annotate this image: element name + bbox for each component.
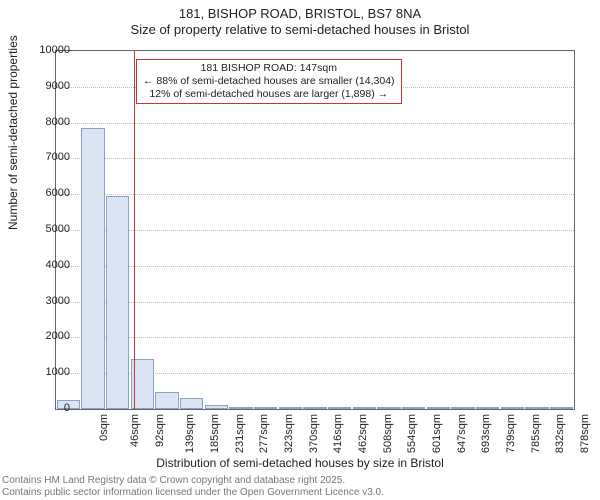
title-line-1: 181, BISHOP ROAD, BRISTOL, BS7 8NA [0, 6, 600, 22]
x-tick-label: 185sqm [209, 414, 221, 453]
x-tick-label: 739sqm [505, 414, 517, 453]
histogram-bar [550, 407, 573, 409]
histogram-bar [81, 128, 104, 409]
x-tick-label: 508sqm [382, 414, 394, 453]
y-tick-label: 9000 [30, 80, 70, 92]
y-tick-label: 3000 [30, 295, 70, 307]
annotation-line-1: 181 BISHOP ROAD: 147sqm [143, 62, 395, 75]
x-tick-label: 601sqm [431, 414, 443, 453]
x-tick-label: 878sqm [579, 414, 591, 453]
x-tick-label: 0sqm [98, 414, 110, 441]
x-tick-label: 277sqm [258, 414, 270, 453]
histogram-bar [328, 407, 351, 409]
histogram-bar [205, 405, 228, 409]
x-tick-label: 647sqm [456, 414, 468, 453]
footer-line-1: Contains HM Land Registry data © Crown c… [2, 475, 384, 487]
footer-attribution: Contains HM Land Registry data © Crown c… [2, 475, 384, 499]
y-tick-label: 2000 [30, 330, 70, 342]
y-tick-label: 6000 [30, 187, 70, 199]
x-tick-label: 785sqm [530, 414, 542, 453]
annotation-box: 181 BISHOP ROAD: 147sqm ← 88% of semi-de… [136, 59, 402, 104]
reference-line [134, 51, 135, 409]
title-line-2: Size of property relative to semi-detach… [0, 22, 600, 38]
y-tick-label: 7000 [30, 151, 70, 163]
y-tick-label: 8000 [30, 116, 70, 128]
histogram-bar [476, 407, 499, 409]
histogram-bar [229, 407, 252, 410]
annotation-line-3: 12% of semi-detached houses are larger (… [143, 88, 395, 101]
x-tick-label: 323sqm [283, 414, 295, 453]
histogram-bar [155, 392, 178, 409]
histogram-bar [279, 407, 302, 409]
x-tick-label: 139sqm [184, 414, 196, 453]
x-tick-label: 46sqm [129, 414, 141, 447]
x-tick-label: 92sqm [154, 414, 166, 447]
y-axis-label: Number of semi-detached properties [6, 35, 20, 230]
histogram-bar [106, 196, 129, 409]
plot-area: 181 BISHOP ROAD: 147sqm ← 88% of semi-de… [55, 50, 575, 410]
chart-title: 181, BISHOP ROAD, BRISTOL, BS7 8NA Size … [0, 0, 600, 39]
histogram-bar [377, 407, 400, 409]
y-tick-label: 1000 [30, 366, 70, 378]
x-tick-label: 832sqm [554, 414, 566, 453]
histogram-bar [501, 407, 524, 409]
y-tick-label: 5000 [30, 223, 70, 235]
chart-container: 181, BISHOP ROAD, BRISTOL, BS7 8NA Size … [0, 0, 600, 500]
x-tick-label: 416sqm [332, 414, 344, 453]
histogram-bar [525, 407, 548, 409]
histogram-bar [451, 407, 474, 409]
x-tick-label: 554sqm [406, 414, 418, 453]
histogram-bar [402, 407, 425, 409]
x-tick-label: 693sqm [480, 414, 492, 453]
footer-line-2: Contains public sector information licen… [2, 487, 384, 499]
x-tick-label: 462sqm [357, 414, 369, 453]
histogram-bar [427, 407, 450, 409]
x-tick-label: 231sqm [234, 414, 246, 453]
x-tick-label: 370sqm [308, 414, 320, 453]
y-tick-label: 0 [30, 402, 70, 414]
y-tick-label: 10000 [30, 44, 70, 56]
histogram-bar [180, 398, 203, 409]
histogram-bar [254, 407, 277, 409]
histogram-bar [353, 407, 376, 409]
histogram-bar [303, 407, 326, 409]
x-axis-label: Distribution of semi-detached houses by … [0, 456, 600, 470]
y-tick-label: 4000 [30, 259, 70, 271]
annotation-line-2: ← 88% of semi-detached houses are smalle… [143, 75, 395, 88]
